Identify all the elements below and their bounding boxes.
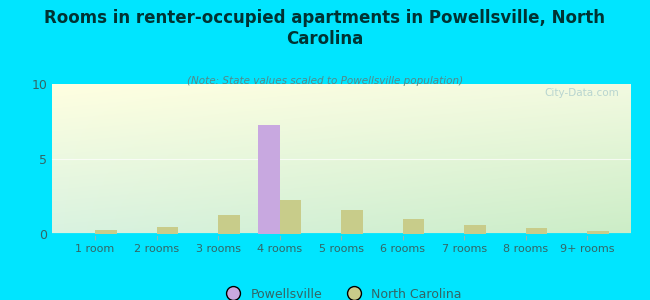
Bar [157,226,178,234]
Legend: Powellsville, North Carolina: Powellsville, North Carolina [216,283,467,300]
Text: City-Data.com: City-Data.com [544,88,619,98]
Bar [95,230,116,234]
Bar [588,231,609,234]
Text: (Note: State values scaled to Powellsville population): (Note: State values scaled to Powellsvil… [187,76,463,86]
Bar [280,200,301,234]
Bar [464,225,486,234]
Text: Rooms in renter-occupied apartments in Powellsville, North
Carolina: Rooms in renter-occupied apartments in P… [44,9,606,48]
Bar [526,228,547,234]
Bar [258,124,280,234]
Bar [218,214,240,234]
Bar [341,210,363,234]
Bar [403,219,424,234]
